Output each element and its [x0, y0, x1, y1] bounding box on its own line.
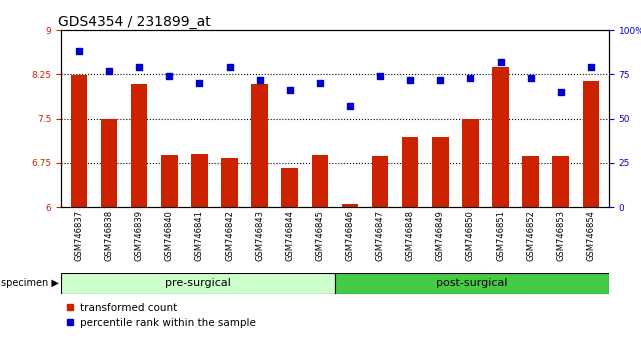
- Text: GSM746850: GSM746850: [466, 210, 475, 261]
- Point: [164, 73, 174, 79]
- Point: [285, 87, 295, 93]
- Point: [405, 77, 415, 82]
- Text: specimen ▶: specimen ▶: [1, 278, 59, 288]
- Bar: [553, 156, 569, 207]
- Point: [254, 77, 265, 82]
- Point: [495, 59, 506, 65]
- Point: [435, 77, 445, 82]
- Text: GSM746849: GSM746849: [436, 210, 445, 261]
- Point: [315, 80, 325, 86]
- Text: GSM746844: GSM746844: [285, 210, 294, 261]
- Bar: [251, 84, 268, 207]
- Point: [104, 68, 114, 74]
- Point: [345, 103, 355, 109]
- Text: GSM746838: GSM746838: [104, 210, 113, 262]
- Point: [465, 75, 476, 81]
- Text: GSM746848: GSM746848: [406, 210, 415, 261]
- Text: GSM746845: GSM746845: [315, 210, 324, 261]
- Text: GSM746843: GSM746843: [255, 210, 264, 261]
- Text: GSM746852: GSM746852: [526, 210, 535, 261]
- Text: GDS4354 / 231899_at: GDS4354 / 231899_at: [58, 15, 211, 29]
- Bar: [335, 273, 609, 294]
- Text: GSM746851: GSM746851: [496, 210, 505, 261]
- Point: [586, 64, 596, 70]
- Text: pre-surgical: pre-surgical: [165, 278, 231, 288]
- Point: [134, 64, 144, 70]
- Text: GSM746853: GSM746853: [556, 210, 565, 261]
- Bar: [221, 158, 238, 207]
- Text: GSM746840: GSM746840: [165, 210, 174, 261]
- Point: [74, 48, 84, 54]
- Bar: [131, 84, 147, 207]
- Text: GSM746846: GSM746846: [345, 210, 354, 261]
- Bar: [61, 273, 335, 294]
- Text: GSM746854: GSM746854: [587, 210, 595, 261]
- Point: [526, 75, 536, 81]
- Bar: [462, 119, 479, 207]
- Bar: [281, 167, 298, 207]
- Bar: [161, 155, 178, 207]
- Bar: [71, 75, 87, 207]
- Bar: [312, 155, 328, 207]
- Text: GSM746839: GSM746839: [135, 210, 144, 261]
- Bar: [372, 156, 388, 207]
- Bar: [522, 156, 539, 207]
- Bar: [191, 154, 208, 207]
- Point: [194, 80, 204, 86]
- Point: [556, 89, 566, 95]
- Bar: [432, 137, 449, 207]
- Point: [224, 64, 235, 70]
- Bar: [492, 67, 509, 207]
- Text: GSM746847: GSM746847: [376, 210, 385, 261]
- Bar: [101, 119, 117, 207]
- Bar: [402, 137, 419, 207]
- Text: GSM746837: GSM746837: [74, 210, 83, 262]
- Text: GSM746842: GSM746842: [225, 210, 234, 261]
- Bar: [583, 81, 599, 207]
- Text: GSM746841: GSM746841: [195, 210, 204, 261]
- Bar: [342, 204, 358, 207]
- Legend: transformed count, percentile rank within the sample: transformed count, percentile rank withi…: [66, 303, 256, 328]
- Text: post-surgical: post-surgical: [436, 278, 508, 288]
- Point: [375, 73, 385, 79]
